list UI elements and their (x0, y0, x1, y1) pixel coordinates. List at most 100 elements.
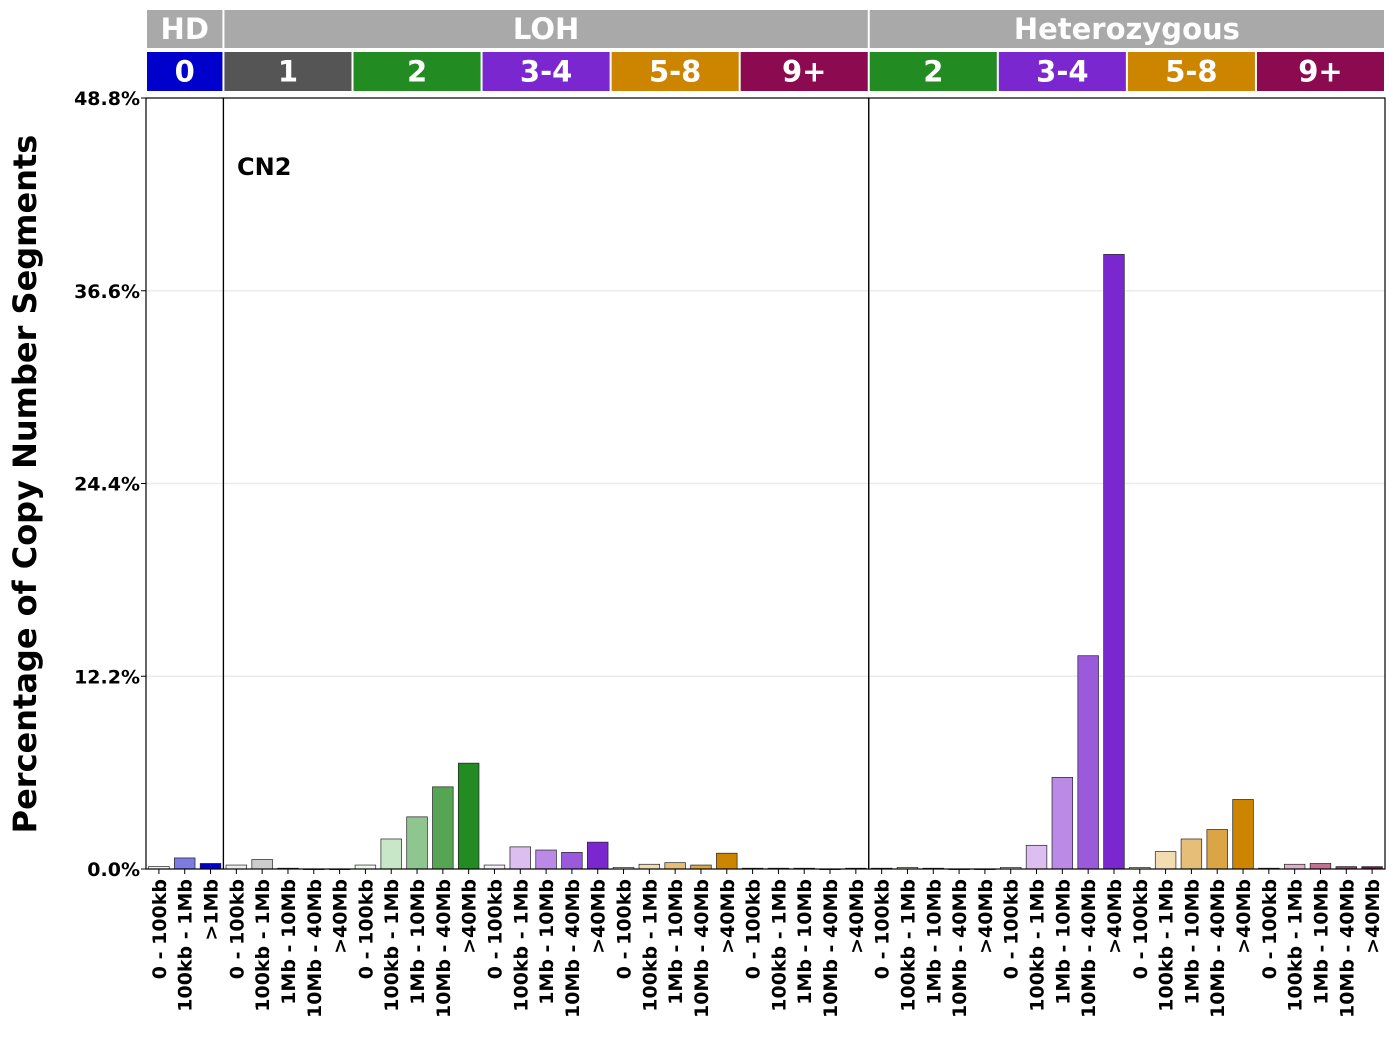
bar (1103, 254, 1125, 870)
y-tick-label: 24.4% (74, 474, 140, 496)
x-tick-label: 0 - 100kb (1259, 879, 1281, 979)
facet-strips: HD LOH Heterozygous 0 1 2 3-4 5-8 9+ 2 3-4 5-8 9+ (147, 10, 1384, 91)
y-axis-title: Percentage of Copy Number Segments (6, 135, 44, 834)
x-tick-label: 10Mb - 40Mb (1078, 879, 1100, 1018)
group-strip-label: 2 (923, 55, 943, 89)
gridlines (146, 290, 1385, 677)
bar (251, 859, 273, 870)
group-strip-label: 2 (407, 55, 427, 89)
group-strip-label: 9+ (1298, 55, 1342, 89)
bar (174, 857, 196, 870)
x-tick-label: 1Mb - 10Mb (1310, 879, 1332, 1005)
x-tick-label: 10Mb - 40Mb (1336, 879, 1358, 1018)
x-tick-label: 10Mb - 40Mb (433, 879, 455, 1018)
x-tick-label: 100kb - 1Mb (897, 879, 919, 1012)
group-strip (869, 52, 997, 91)
annotation-label: CN2 (237, 153, 291, 181)
group-strip (611, 52, 739, 91)
x-tick-label: 0 - 100kb (355, 879, 377, 979)
x-tick-label: 0 - 100kb (743, 879, 765, 979)
x-tick-label: 100kb - 1Mb (381, 879, 403, 1012)
x-tick-label: 0 - 100kb (1130, 879, 1152, 979)
x-tick-label: 0 - 100kb (226, 879, 248, 979)
group-strip (1256, 52, 1384, 91)
x-tick-label: >40Mb (1104, 879, 1126, 954)
bar (664, 862, 686, 870)
bar (406, 816, 428, 870)
bar (716, 852, 738, 870)
x-tick-label: >1Mb (201, 879, 223, 941)
group-strip (147, 52, 223, 91)
y-tick-label: 36.6% (74, 281, 140, 303)
bar (1180, 838, 1203, 870)
bar (535, 849, 557, 870)
x-tick-label: 0 - 100kb (1001, 879, 1023, 979)
x-tick-label: 1Mb - 10Mb (407, 879, 429, 1005)
x-axis: 0 - 100kb 100kb - 1Mb >1Mb 0 - 100kb 100kb -… (149, 869, 1384, 1018)
x-tick-label: 10Mb - 40Mb (691, 879, 713, 1018)
x-tick-label: 100kb - 1Mb (175, 879, 197, 1012)
x-tick-label: 10Mb - 40Mb (820, 879, 842, 1018)
x-tick-label: >40Mb (975, 879, 997, 954)
y-axis: 0.0% 12.2% 24.4% 36.6% 48.8% (74, 88, 146, 881)
group-strip (998, 52, 1126, 91)
x-tick-label: 100kb - 1Mb (252, 879, 274, 1012)
bar (1025, 844, 1048, 870)
group-strip (224, 52, 352, 91)
x-tick-label: >40Mb (1233, 879, 1255, 954)
x-tick-label: 100kb - 1Mb (1027, 879, 1049, 1012)
x-tick-label: >40Mb (459, 879, 481, 954)
x-tick-label: 100kb - 1Mb (768, 879, 790, 1012)
bar (199, 863, 222, 870)
x-tick-label: >40Mb (588, 879, 610, 954)
panel-strip (224, 10, 868, 48)
bar (380, 838, 402, 870)
x-tick-label: >40Mb (717, 879, 739, 954)
x-tick-label: 10Mb - 40Mb (304, 879, 326, 1018)
y-tick-label: 48.8% (74, 88, 140, 110)
panel-strip-label: Heterozygous (1014, 12, 1240, 46)
group-strip-label: 0 (175, 55, 195, 89)
x-tick-label: 0 - 100kb (484, 879, 506, 979)
x-tick-label: 1Mb - 10Mb (923, 879, 945, 1005)
group-strip-label: 3-4 (1036, 55, 1088, 89)
group-strip (1127, 52, 1255, 91)
group-strip-label: 1 (278, 55, 298, 89)
x-tick-label: 10Mb - 40Mb (949, 879, 971, 1018)
x-tick-label: 1Mb - 10Mb (794, 879, 816, 1005)
bar (432, 786, 454, 870)
group-strip (353, 52, 481, 91)
group-strip-label: 9+ (782, 55, 826, 89)
bar (1206, 829, 1228, 870)
bar (1077, 655, 1099, 870)
x-tick-label: 10Mb - 40Mb (562, 879, 584, 1018)
bar (1309, 863, 1332, 870)
panel-border (868, 97, 1386, 870)
x-tick-label: 100kb - 1Mb (1285, 879, 1307, 1012)
x-tick-label: 0 - 100kb (614, 879, 636, 979)
bar (587, 841, 609, 870)
group-strip-label: 5-8 (649, 55, 701, 89)
group-strip (482, 52, 610, 91)
bars (148, 254, 1383, 870)
panel-strip (869, 10, 1384, 48)
bar (1154, 851, 1177, 870)
x-tick-label: 100kb - 1Mb (1156, 879, 1178, 1012)
bar (638, 863, 661, 870)
group-strip (740, 52, 868, 91)
x-tick-label: >40Mb (846, 879, 868, 954)
x-tick-label: 0 - 100kb (872, 879, 894, 979)
bar (509, 846, 531, 870)
x-tick-label: >40Mb (1362, 879, 1384, 954)
panel-strip-label: LOH (513, 12, 579, 46)
x-tick-label: 1Mb - 10Mb (536, 879, 558, 1005)
x-tick-label: 1Mb - 10Mb (1052, 879, 1074, 1005)
panel-strip-label: HD (161, 12, 209, 46)
x-tick-label: 100kb - 1Mb (510, 879, 532, 1012)
bar (457, 762, 480, 870)
y-tick-label: 0.0% (87, 859, 140, 881)
bar (1283, 863, 1306, 870)
group-strip-label: 3-4 (520, 55, 572, 89)
x-tick-label: 0 - 100kb (149, 879, 171, 979)
